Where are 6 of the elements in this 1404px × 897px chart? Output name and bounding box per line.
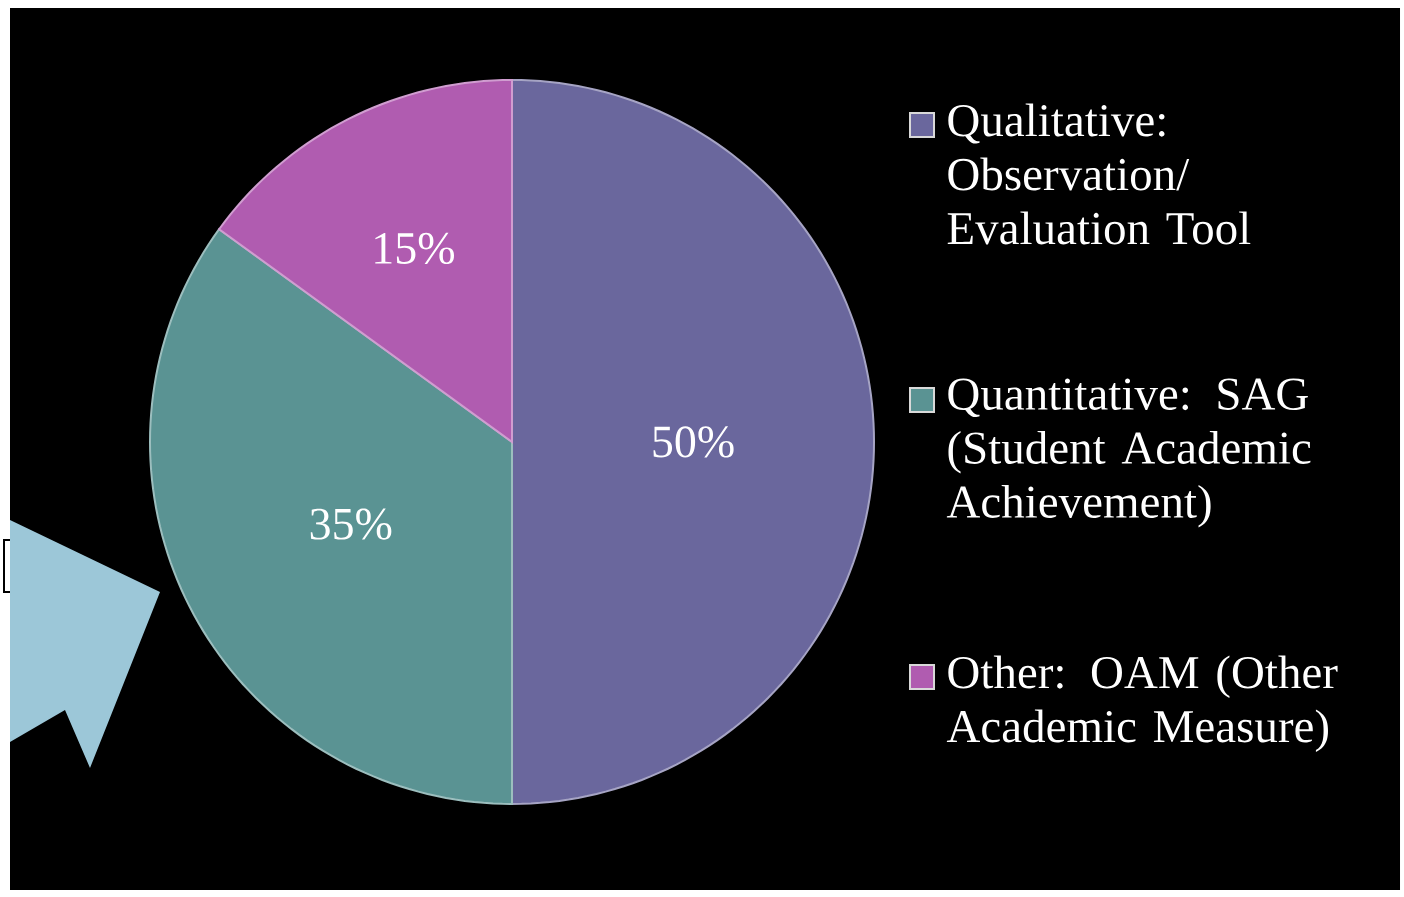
data-label: 35% [310, 508, 392, 540]
legend-label: Other: OAM (Other Academic Measure) [946, 655, 1338, 752]
data-label: 15% [375, 232, 454, 265]
legend-label: Quantitative: SAG (Student Academic Achievement) [946, 378, 1311, 528]
data-label: 50% [653, 426, 734, 458]
legend-label: Qualitative: Observation/ Evaluation Tool [947, 103, 1251, 245]
